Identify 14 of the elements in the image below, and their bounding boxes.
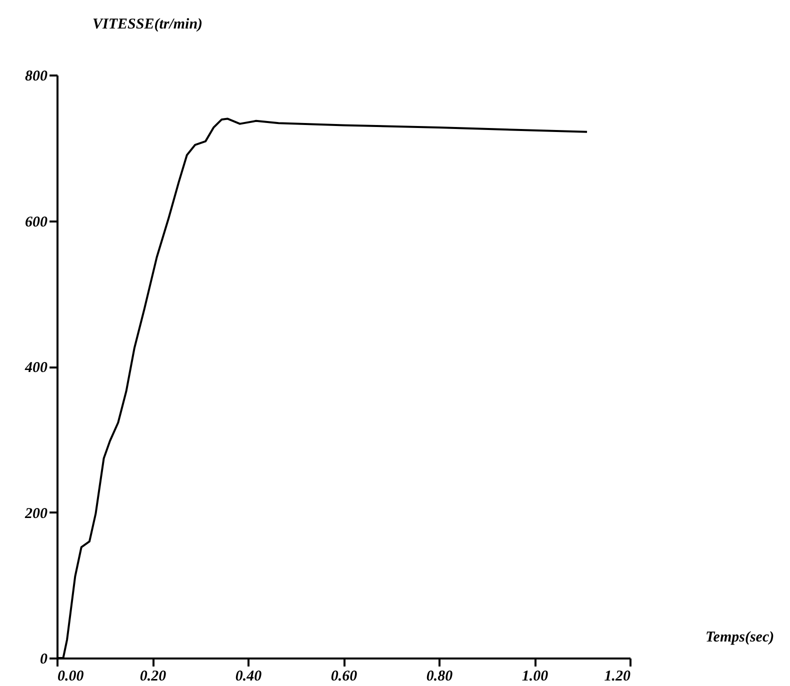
y-tick-label: 200 bbox=[24, 506, 48, 522]
x-tick-label: 0.80 bbox=[426, 668, 454, 684]
x-axis-title: Temps(sec) bbox=[706, 630, 774, 646]
x-tick-label: 0.60 bbox=[330, 668, 358, 684]
x-tick-label: 0.00 bbox=[58, 668, 84, 684]
x-tick-label: 1.00 bbox=[522, 668, 549, 684]
y-tick-label: 400 bbox=[24, 360, 48, 376]
y-axis-title: VITESSE(tr/min) bbox=[92, 16, 203, 32]
x-tick-label: 0.40 bbox=[235, 668, 262, 684]
y-tick-label: 800 bbox=[25, 68, 48, 84]
x-tick-label: 1.20 bbox=[604, 668, 631, 684]
y-tick-label: 600 bbox=[25, 214, 48, 230]
y-tick-label: 0 bbox=[40, 652, 48, 668]
x-tick-label: 0.20 bbox=[140, 668, 167, 684]
